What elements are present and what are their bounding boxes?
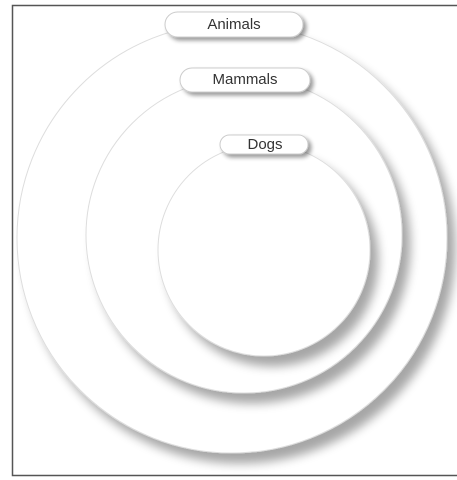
inner-circle [157, 143, 371, 357]
label: Animals [207, 16, 260, 33]
label: Mammals [212, 71, 277, 88]
label-pill: Animals [164, 11, 304, 38]
label-pill: Dogs [219, 134, 309, 155]
label-pill: Mammals [179, 67, 311, 93]
label: Dogs [247, 136, 282, 153]
